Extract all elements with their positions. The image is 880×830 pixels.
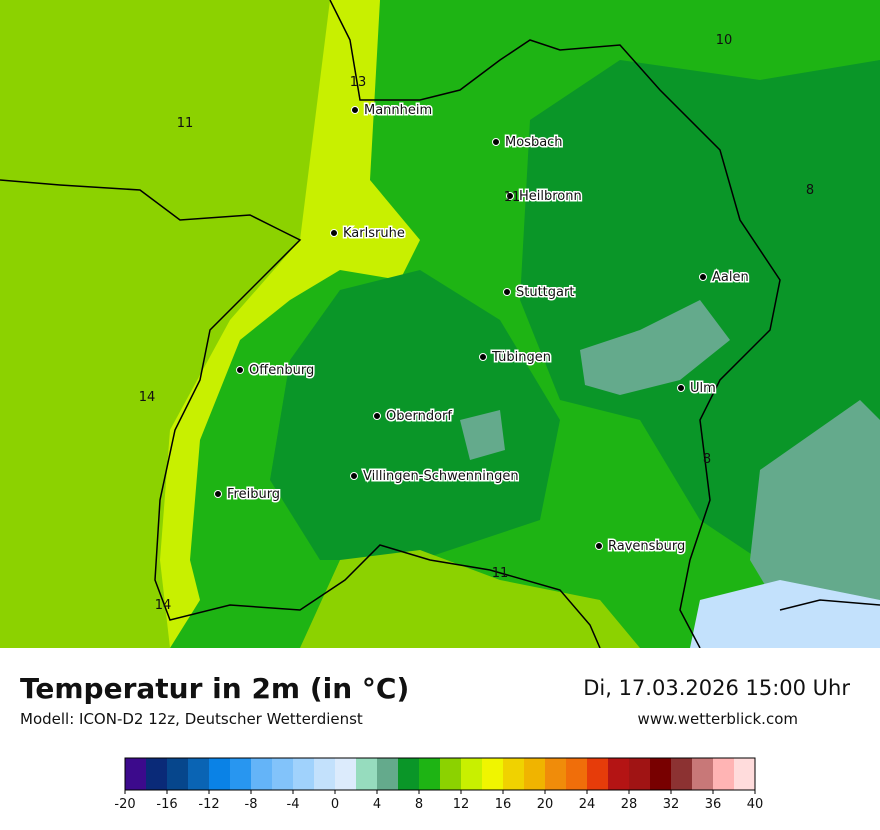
colorbar-cell bbox=[734, 758, 756, 790]
colorbar-cell bbox=[356, 758, 378, 790]
temp-area bbox=[300, 550, 640, 648]
city-marker bbox=[350, 472, 358, 480]
isotherm-label: 10 bbox=[716, 33, 733, 48]
city-marker bbox=[351, 106, 359, 114]
colorbar-cell bbox=[125, 758, 147, 790]
city-marker bbox=[506, 192, 514, 200]
colorbar-cell bbox=[230, 758, 252, 790]
colorbar-cell bbox=[419, 758, 441, 790]
isotherm-label: 11 bbox=[177, 116, 194, 131]
temp-area bbox=[460, 410, 505, 460]
colorbar-cell bbox=[146, 758, 168, 790]
temp-area bbox=[580, 300, 730, 395]
subtitle: Modell: ICON-D2 12z, Deutscher Wetterdie… bbox=[20, 710, 363, 728]
isotherm-label: 11 bbox=[492, 566, 509, 581]
colorbar-cell bbox=[398, 758, 420, 790]
colorbar-tick-label: 28 bbox=[621, 797, 638, 812]
city-label: Ulm bbox=[690, 381, 716, 396]
colorbar-cell bbox=[650, 758, 672, 790]
colorbar-cell bbox=[188, 758, 210, 790]
colorbar-cell bbox=[167, 758, 189, 790]
colorbar-cell bbox=[209, 758, 231, 790]
city-label: Tübingen bbox=[491, 350, 551, 365]
borders bbox=[0, 0, 880, 648]
colorbar-cell bbox=[629, 758, 651, 790]
colorbar-cell bbox=[713, 758, 735, 790]
city-label: Mannheim bbox=[364, 103, 432, 118]
city-label: Mosbach bbox=[505, 135, 563, 150]
colorbar-tick-label: 8 bbox=[415, 797, 423, 812]
city-label: Heilbronn bbox=[519, 189, 582, 204]
colorbar-cell bbox=[524, 758, 546, 790]
isotherm-label: 8 bbox=[806, 183, 814, 198]
isotherm-label: 11 bbox=[504, 190, 521, 205]
colorbar-cell bbox=[251, 758, 273, 790]
colorbar-tick-label: 4 bbox=[373, 797, 381, 812]
map: Mannheim Mosbach Heilbronn Karlsruhe Aalen St… bbox=[0, 0, 880, 648]
colorbar-tick-label: 32 bbox=[663, 797, 680, 812]
colorbar-cell bbox=[692, 758, 714, 790]
temp-area bbox=[750, 400, 880, 610]
colorbar-tick-label: 20 bbox=[537, 797, 554, 812]
city-marker bbox=[373, 412, 381, 420]
colorbar-cell bbox=[503, 758, 525, 790]
city-marker bbox=[236, 366, 244, 374]
city-marker bbox=[214, 490, 222, 498]
colorbar-tick-label: 16 bbox=[495, 797, 512, 812]
city-marker bbox=[677, 384, 685, 392]
colorbar-cell bbox=[335, 758, 357, 790]
city-marker bbox=[699, 273, 707, 281]
city-label: Karlsruhe bbox=[343, 226, 405, 241]
city-label: Offenburg bbox=[249, 363, 314, 378]
city-label: Oberndorf bbox=[386, 409, 452, 424]
title: Temperatur in 2m (in °C) bbox=[20, 672, 410, 705]
colorbar-tick-label: 24 bbox=[579, 797, 596, 812]
city-marker bbox=[479, 353, 487, 361]
colorbar-cell bbox=[566, 758, 588, 790]
colorbar-tick-label: 36 bbox=[705, 797, 722, 812]
colorbar-tick-label: -16 bbox=[156, 797, 177, 812]
colorbar-frame bbox=[124, 757, 756, 791]
city-label: Villingen-Schwenningen bbox=[363, 469, 519, 484]
colorbar-cell bbox=[272, 758, 294, 790]
city-marker bbox=[330, 229, 338, 237]
city-label: Aalen bbox=[712, 270, 749, 285]
colorbar-cell bbox=[482, 758, 504, 790]
city-label: Stuttgart bbox=[516, 285, 574, 300]
temp-area bbox=[0, 210, 150, 600]
colorbar-cell bbox=[293, 758, 315, 790]
colorbar-cell bbox=[314, 758, 336, 790]
colorbar-tick-label: -8 bbox=[245, 797, 258, 812]
temp-area bbox=[160, 0, 420, 648]
colorbar-cell bbox=[461, 758, 483, 790]
colorbar-tick-label: 40 bbox=[747, 797, 764, 812]
colorbar-cell bbox=[587, 758, 609, 790]
city-marker bbox=[503, 288, 511, 296]
date: Di, 17.03.2026 15:00 Uhr bbox=[583, 676, 850, 700]
colorbar-tick-label: -12 bbox=[198, 797, 219, 812]
colorbar-cell bbox=[545, 758, 567, 790]
isotherm-label: 14 bbox=[139, 390, 156, 405]
temp-area bbox=[690, 580, 880, 648]
city-label: Freiburg bbox=[227, 487, 280, 502]
colorbar-tick-label: 0 bbox=[331, 797, 339, 812]
city-label: Ravensburg bbox=[608, 539, 685, 554]
temp-area bbox=[270, 270, 560, 560]
isotherm-label: 8 bbox=[703, 452, 711, 467]
colorbar: -20 -16 -12 -8 -4 0 4 8 12 16 20 24 28 32 36 40 bbox=[114, 757, 764, 812]
city-marker bbox=[492, 138, 500, 146]
colorbar-tick-label: -20 bbox=[114, 797, 135, 812]
colorbar-cell bbox=[608, 758, 630, 790]
colorbar-cell bbox=[671, 758, 693, 790]
website: www.wetterblick.com bbox=[637, 710, 798, 728]
city-marker bbox=[595, 542, 603, 550]
colorbar-cell bbox=[377, 758, 399, 790]
colorbar-tick-label: -4 bbox=[287, 797, 300, 812]
colorbar-tick-label: 12 bbox=[453, 797, 470, 812]
isotherm-label: 13 bbox=[350, 75, 367, 90]
colorbar-cell bbox=[440, 758, 462, 790]
isotherm-label: 14 bbox=[155, 598, 172, 613]
